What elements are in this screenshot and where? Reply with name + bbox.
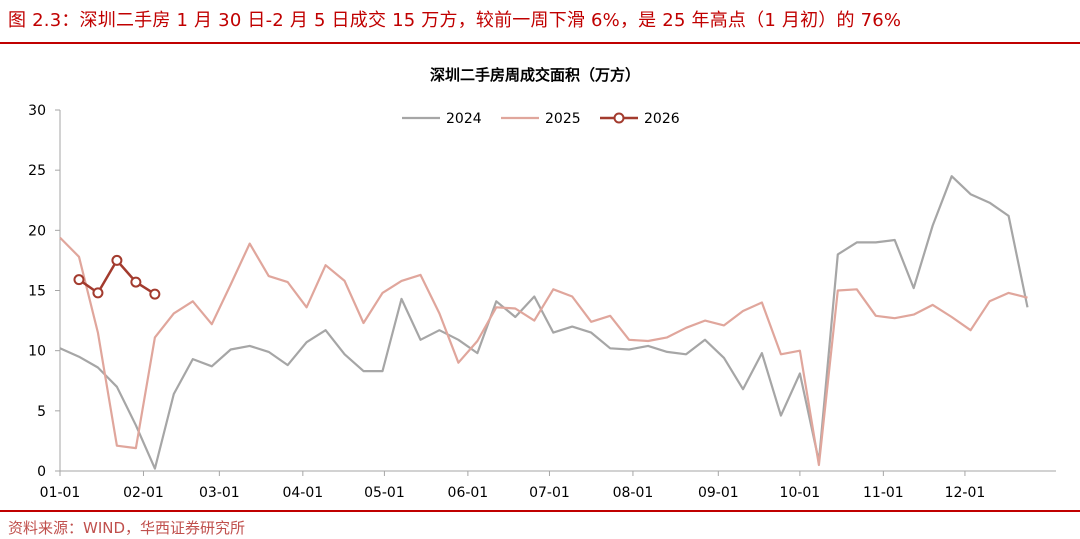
x-tick-label: 06-01 — [448, 485, 489, 501]
x-tick-label: 09-01 — [698, 485, 739, 501]
series-line-2024 — [59, 175, 1029, 470]
chart-legend: 2024 2025 2026 — [402, 111, 680, 127]
title-rule — [0, 42, 1080, 44]
source-rule — [0, 510, 1080, 512]
legend-label: 2025 — [545, 111, 581, 127]
y-tick-label: 5 — [37, 404, 46, 420]
x-tick-label: 11-01 — [863, 485, 904, 501]
x-tick-label: 04-01 — [282, 485, 323, 501]
source-note: 资料来源：WIND，华西证券研究所 — [8, 519, 246, 537]
legend-marker — [613, 112, 625, 124]
legend-label: 2024 — [446, 111, 482, 127]
series-point-2026 — [111, 254, 123, 266]
legend-label: 2026 — [644, 111, 680, 127]
y-tick-label: 30 — [28, 103, 46, 119]
x-tick-label: 12-01 — [945, 485, 986, 501]
y-tick-label: 10 — [28, 344, 46, 360]
x-tick-label: 03-01 — [199, 485, 240, 501]
series-point-2026 — [130, 276, 142, 288]
series-line-2025 — [59, 236, 1028, 467]
y-tick-label: 20 — [28, 223, 46, 239]
chart-title: 深圳二手房周成交面积（万方） — [430, 66, 640, 84]
x-tick-label: 08-01 — [613, 485, 654, 501]
x-tick-label: 07-01 — [529, 485, 570, 501]
series-point-2026 — [92, 287, 104, 299]
y-tick-label: 0 — [37, 464, 46, 480]
x-tick-label: 05-01 — [364, 485, 405, 501]
y-tick-label: 15 — [28, 284, 46, 300]
chart-series — [59, 175, 1029, 470]
y-tick-label: 25 — [28, 163, 46, 179]
series-point-2026 — [73, 274, 85, 286]
figure-title: 图 2.3：深圳二手房 1 月 30 日-2 月 5 日成交 15 万方，较前一… — [8, 10, 902, 31]
series-point-2026 — [149, 288, 161, 300]
x-tick-label: 02-01 — [123, 485, 164, 501]
x-tick-label: 01-01 — [40, 485, 81, 501]
x-tick-label: 10-01 — [780, 485, 821, 501]
